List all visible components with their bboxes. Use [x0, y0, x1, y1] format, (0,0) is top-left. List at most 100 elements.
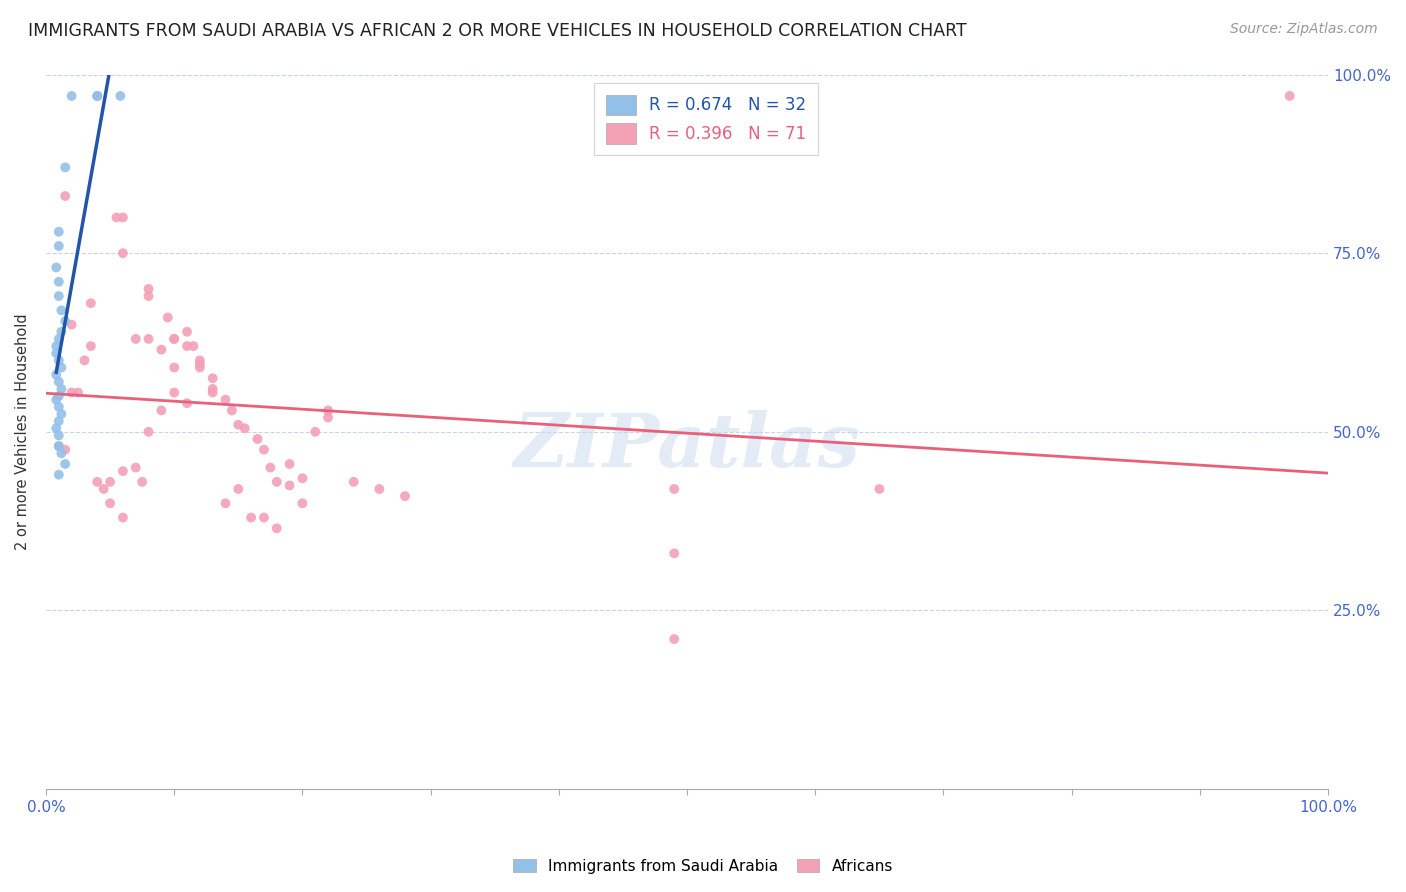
Point — [259, 460, 281, 475]
Point — [93, 482, 115, 496]
Point — [188, 353, 211, 368]
Point — [226, 482, 249, 496]
Point — [226, 417, 249, 432]
Point — [316, 410, 339, 425]
Point — [48, 225, 70, 239]
Point — [48, 439, 70, 453]
Legend: Immigrants from Saudi Arabia, Africans: Immigrants from Saudi Arabia, Africans — [506, 853, 900, 880]
Point — [48, 428, 70, 442]
Text: ZIPatlas: ZIPatlas — [513, 410, 860, 483]
Point — [176, 339, 198, 353]
Point — [48, 289, 70, 303]
Point — [138, 282, 160, 296]
Point — [394, 489, 416, 503]
Point — [48, 332, 70, 346]
Point — [80, 296, 103, 310]
Point — [48, 375, 70, 389]
Point — [45, 346, 67, 360]
Point — [150, 403, 173, 417]
Point — [368, 482, 391, 496]
Legend: R = 0.674   N = 32, R = 0.396   N = 71: R = 0.674 N = 32, R = 0.396 N = 71 — [595, 83, 818, 155]
Point — [53, 457, 76, 471]
Point — [48, 389, 70, 403]
Point — [51, 303, 73, 318]
Point — [214, 496, 236, 510]
Point — [51, 382, 73, 396]
Point — [214, 392, 236, 407]
Point — [48, 353, 70, 368]
Text: IMMIGRANTS FROM SAUDI ARABIA VS AFRICAN 2 OR MORE VEHICLES IN HOUSEHOLD CORRELAT: IMMIGRANTS FROM SAUDI ARABIA VS AFRICAN … — [28, 22, 967, 40]
Point — [48, 239, 70, 253]
Point — [51, 360, 73, 375]
Point — [53, 189, 76, 203]
Point — [163, 360, 186, 375]
Point — [291, 471, 314, 485]
Point — [221, 403, 243, 417]
Point — [60, 318, 83, 332]
Point — [105, 211, 128, 225]
Point — [86, 475, 108, 489]
Point — [138, 332, 160, 346]
Y-axis label: 2 or more Vehicles in Household: 2 or more Vehicles in Household — [15, 313, 30, 550]
Point — [163, 332, 186, 346]
Point — [80, 339, 103, 353]
Point — [278, 457, 301, 471]
Point — [111, 510, 134, 524]
Point — [125, 460, 148, 475]
Point — [188, 360, 211, 375]
Point — [60, 89, 83, 103]
Point — [111, 464, 134, 478]
Point — [868, 482, 890, 496]
Point — [253, 442, 276, 457]
Point — [53, 161, 76, 175]
Point — [98, 475, 121, 489]
Point — [125, 332, 148, 346]
Point — [51, 446, 73, 460]
Point — [664, 632, 686, 646]
Point — [48, 275, 70, 289]
Point — [183, 339, 205, 353]
Point — [98, 496, 121, 510]
Point — [73, 353, 96, 368]
Point — [60, 385, 83, 400]
Point — [291, 496, 314, 510]
Point — [1278, 89, 1301, 103]
Point — [86, 89, 108, 103]
Point — [86, 89, 108, 103]
Point — [48, 467, 70, 482]
Point — [278, 478, 301, 492]
Point — [66, 385, 89, 400]
Point — [51, 325, 73, 339]
Point — [266, 475, 288, 489]
Point — [48, 439, 70, 453]
Point — [201, 371, 224, 385]
Point — [163, 332, 186, 346]
Point — [45, 339, 67, 353]
Point — [156, 310, 179, 325]
Point — [131, 475, 153, 489]
Point — [150, 343, 173, 357]
Point — [48, 400, 70, 414]
Point — [176, 325, 198, 339]
Point — [188, 357, 211, 371]
Point — [316, 403, 339, 417]
Point — [45, 392, 67, 407]
Point — [233, 421, 256, 435]
Point — [110, 89, 132, 103]
Point — [53, 314, 76, 328]
Point — [246, 432, 269, 446]
Point — [201, 385, 224, 400]
Point — [138, 289, 160, 303]
Text: Source: ZipAtlas.com: Source: ZipAtlas.com — [1230, 22, 1378, 37]
Point — [664, 482, 686, 496]
Point — [111, 211, 134, 225]
Point — [53, 442, 76, 457]
Point — [45, 260, 67, 275]
Point — [45, 368, 67, 382]
Point — [343, 475, 366, 489]
Point — [48, 414, 70, 428]
Point — [253, 510, 276, 524]
Point — [201, 382, 224, 396]
Point — [266, 521, 288, 535]
Point — [51, 407, 73, 421]
